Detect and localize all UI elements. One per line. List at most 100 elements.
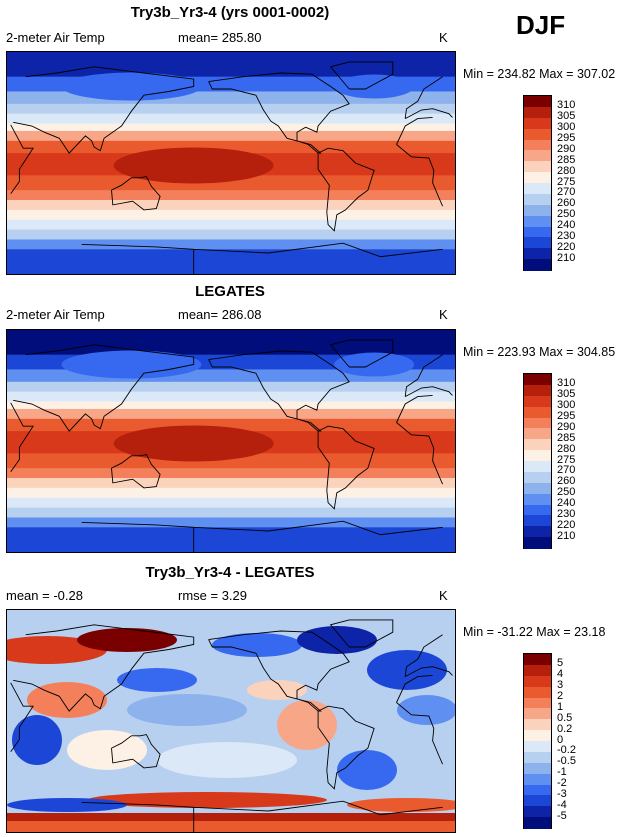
colorbar-tick-label: 230 xyxy=(557,229,576,242)
temperature-band xyxy=(7,52,455,78)
colorbar-tick-label: 305 xyxy=(557,110,576,123)
colorbar-swatch xyxy=(524,439,551,451)
panel2-variable-label: 2-meter Air Temp xyxy=(6,307,105,322)
colorbar-tick-label: 5 xyxy=(557,657,564,670)
colorbar-swatch xyxy=(524,226,551,238)
colorbar-swatch xyxy=(524,504,551,516)
coastline-s_america xyxy=(317,425,375,510)
coastline-n_america xyxy=(208,72,350,154)
temperature-band xyxy=(7,130,455,142)
colorbar-tick-label: 290 xyxy=(557,142,576,155)
colorbar-swatch xyxy=(524,406,551,418)
difference-patch xyxy=(212,633,302,657)
panel3-mean-label: mean = -0.28 xyxy=(6,588,83,603)
temperature-band xyxy=(7,487,455,499)
colorbar-swatch xyxy=(524,471,551,484)
colorbar-tick-label: -1 xyxy=(557,766,567,779)
coastline-australia xyxy=(111,734,161,769)
colorbar-swatch xyxy=(524,654,551,666)
cold-region xyxy=(61,350,202,379)
colorbar-swatch xyxy=(524,730,551,742)
colorbar-swatch xyxy=(524,374,551,386)
colorbar-tick-label: 275 xyxy=(557,453,576,466)
coastline-antarctica xyxy=(81,242,443,274)
temperature-band xyxy=(7,468,455,479)
cold-region xyxy=(334,352,415,377)
panel1-units-label: K xyxy=(439,30,448,45)
coastline-n_america xyxy=(208,630,350,712)
colorbar-swatch xyxy=(524,96,551,108)
difference-patch xyxy=(277,700,337,750)
difference-patch xyxy=(337,750,397,790)
coastline-europe_asia xyxy=(13,344,453,432)
temperature-band xyxy=(7,103,455,115)
colorbar-tick-label: 310 xyxy=(557,99,576,112)
coastline-australia xyxy=(111,454,161,489)
colorbar-tick-label: 295 xyxy=(557,410,576,422)
temperature-band xyxy=(7,497,455,509)
colorbar-tick-label: 210 xyxy=(557,529,576,542)
colorbar-tick-label: 250 xyxy=(557,208,576,221)
colorbar-tick-label: -5 xyxy=(557,809,567,822)
colorbar-swatch xyxy=(524,161,551,173)
colorbar-swatch xyxy=(524,172,551,184)
colorbar-tick-label: 2 xyxy=(557,690,564,702)
panel2-map xyxy=(6,329,456,553)
colorbar-swatch xyxy=(524,741,551,753)
panel1-map xyxy=(6,51,456,275)
difference-patch xyxy=(247,680,307,700)
panel1-colorbar xyxy=(523,95,552,271)
difference-patch xyxy=(157,742,297,778)
colorbar-tick-label: 290 xyxy=(557,420,576,433)
temperature-band xyxy=(7,249,455,274)
temperature-band xyxy=(7,401,455,410)
difference-patch xyxy=(12,715,62,765)
temperature-band xyxy=(7,391,455,403)
colorbar-swatch xyxy=(524,817,551,829)
colorbar-swatch xyxy=(524,751,551,764)
coastline-europe_asia xyxy=(13,624,453,712)
cold-region xyxy=(334,74,415,99)
colorbar-swatch xyxy=(524,150,551,162)
cold-region xyxy=(61,72,202,101)
colorbar-swatch xyxy=(524,773,551,785)
panel3-units-label: K xyxy=(439,588,448,603)
colorbar-swatch xyxy=(524,795,551,807)
coastline-greenland xyxy=(329,619,394,648)
colorbar-tick-label: -4 xyxy=(557,798,567,811)
colorbar-tick-label: 230 xyxy=(557,507,576,520)
colorbar-tick-label: 1 xyxy=(557,700,564,713)
difference-patch xyxy=(397,695,455,725)
coastline-africa xyxy=(10,394,444,485)
panel2-colorbar xyxy=(523,373,552,549)
coastline-greenland xyxy=(329,61,394,90)
colorbar-swatch xyxy=(524,686,551,698)
colorbar-tick-label: 250 xyxy=(557,486,576,499)
colorbar-swatch xyxy=(524,675,551,688)
colorbar-swatch xyxy=(524,784,551,796)
colorbar-tick-label: 275 xyxy=(557,175,576,188)
colorbar-tick-label: 270 xyxy=(557,464,576,477)
colorbar-tick-label: 0.2 xyxy=(557,722,573,735)
colorbar-tick-label: 310 xyxy=(557,377,576,390)
panel2-minmax: Min = 223.93 Max = 304.85 xyxy=(463,345,616,359)
coastline-s_america xyxy=(317,147,375,232)
colorbar-tick-label: 270 xyxy=(557,186,576,199)
colorbar-tick-label: 280 xyxy=(557,442,576,455)
panel1-mean-label: mean= 285.80 xyxy=(178,30,262,45)
difference-patch xyxy=(7,798,127,812)
colorbar-swatch xyxy=(524,697,551,709)
colorbar-swatch xyxy=(524,384,551,397)
difference-patch xyxy=(117,668,197,692)
difference-band xyxy=(7,813,455,821)
colorbar-swatch xyxy=(524,664,551,677)
colorbar-swatch xyxy=(524,395,551,408)
colorbar-swatch xyxy=(524,428,551,440)
colorbar-swatch xyxy=(524,117,551,130)
colorbar-swatch xyxy=(524,515,551,527)
difference-patch xyxy=(297,626,377,654)
difference-patch xyxy=(127,694,247,726)
colorbar-tick-label: 3 xyxy=(557,679,564,692)
colorbar-swatch xyxy=(524,806,551,818)
coastline-greenland xyxy=(329,339,394,368)
